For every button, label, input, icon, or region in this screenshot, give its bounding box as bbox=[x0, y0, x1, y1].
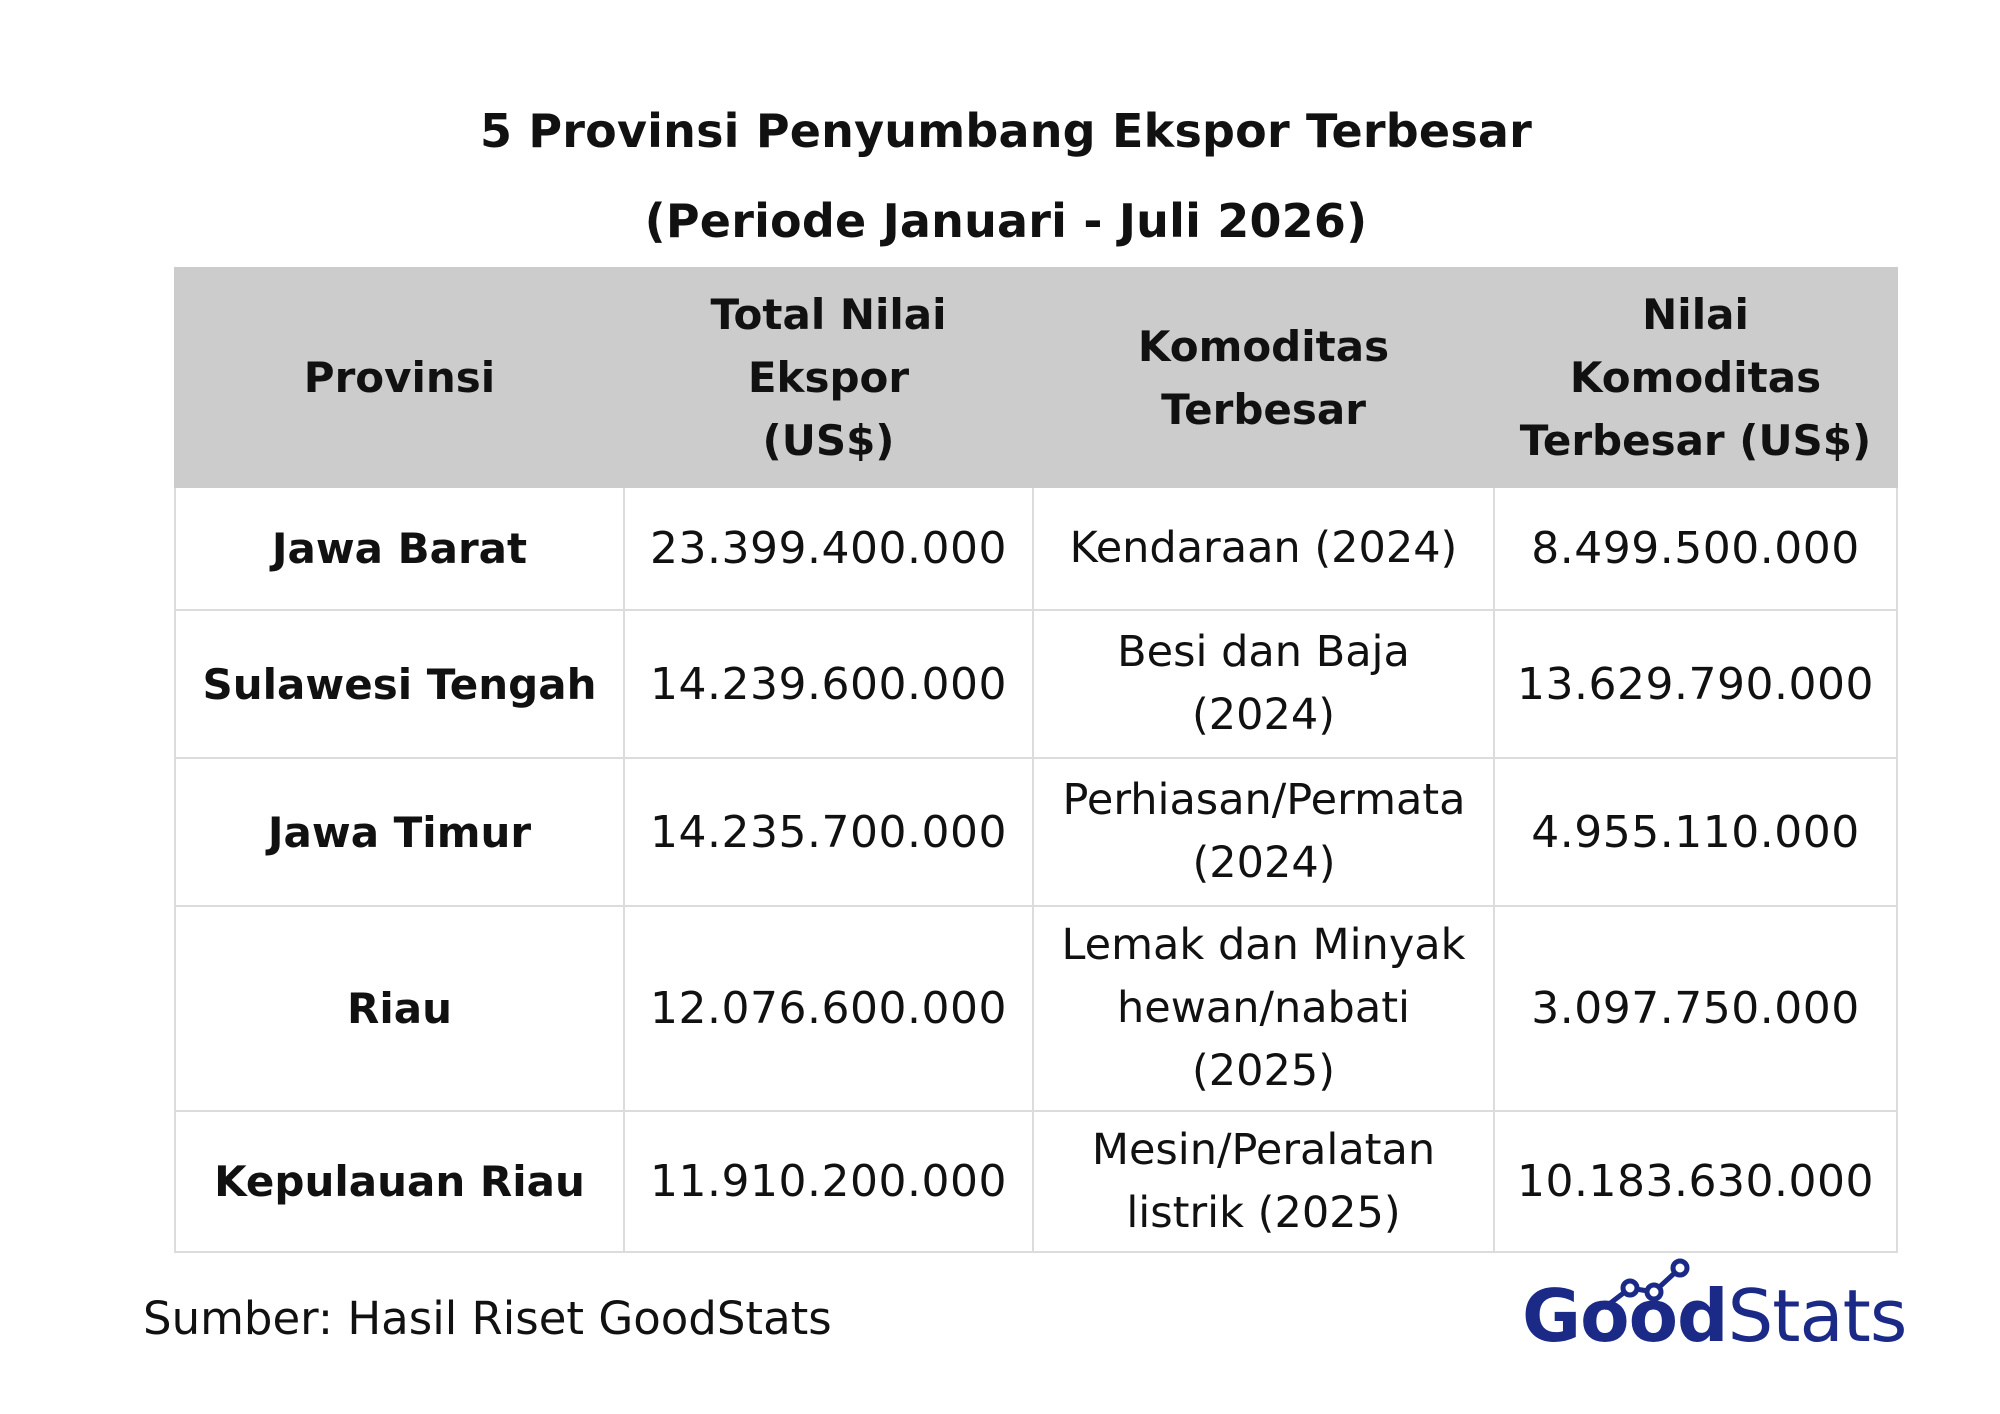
province-cell: Jawa Timur bbox=[174, 757, 625, 907]
total-export-cell: 23.399.400.000 bbox=[623, 486, 1034, 611]
table-row: Jawa Barat 23.399.400.000 Kendaraan (202… bbox=[174, 486, 1898, 611]
table-row: Riau 12.076.600.000 Lemak dan Minyak hew… bbox=[174, 905, 1898, 1112]
page-title: 5 Provinsi Penyumbang Ekspor Terbesar bbox=[479, 104, 1533, 158]
header-komoditas-terbesar-label: Komoditas Terbesar bbox=[1137, 321, 1390, 434]
commodity-cell: Mesin/Peralatan listrik (2025) bbox=[1032, 1110, 1495, 1253]
header-nilai-komoditas-terbesar: Nilai Komoditas Terbesar (US$) bbox=[1493, 267, 1898, 488]
table-row: Jawa Timur 14.235.700.000 Perhiasan/Perm… bbox=[174, 757, 1898, 907]
source-note: Sumber: Hasil Riset GoodStats bbox=[143, 1292, 832, 1345]
province-cell: Riau bbox=[174, 905, 625, 1112]
page-subtitle: (Periode Januari - Juli 2026) bbox=[644, 194, 1368, 248]
logo-good: Good bbox=[1522, 1274, 1729, 1358]
commodity-value-cell: 3.097.750.000 bbox=[1493, 905, 1898, 1112]
commodity-value-cell: 10.183.630.000 bbox=[1493, 1110, 1898, 1253]
header-nilai-komoditas-terbesar-label: Nilai Komoditas Terbesar (US$) bbox=[1519, 290, 1872, 465]
table-row: Sulawesi Tengah 14.239.600.000 Besi dan … bbox=[174, 609, 1898, 759]
goodstats-logo: GoodStats bbox=[1522, 1252, 1907, 1362]
total-export-cell: 14.239.600.000 bbox=[623, 609, 1034, 759]
total-export-cell: 12.076.600.000 bbox=[623, 905, 1034, 1112]
table-row: Kepulauan Riau 11.910.200.000 Mesin/Pera… bbox=[174, 1110, 1898, 1253]
province-cell: Kepulauan Riau bbox=[174, 1110, 625, 1253]
province-cell: Sulawesi Tengah bbox=[174, 609, 625, 759]
header-komoditas-terbesar: Komoditas Terbesar bbox=[1032, 267, 1495, 488]
trend-line-icon bbox=[1602, 1258, 1690, 1310]
commodity-value-cell: 13.629.790.000 bbox=[1493, 609, 1898, 759]
header-provinsi: Provinsi bbox=[174, 267, 625, 488]
logo-stats: Stats bbox=[1727, 1274, 1908, 1358]
header-total-nilai-ekspor: Total Nilai Ekspor (US$) bbox=[623, 267, 1034, 488]
commodity-label: Perhiasan/Permata (2024) bbox=[1062, 775, 1466, 888]
commodity-cell: Besi dan Baja (2024) bbox=[1032, 609, 1495, 759]
commodity-cell: Kendaraan (2024) bbox=[1032, 486, 1495, 611]
commodity-label: Lemak dan Minyak hewan/nabati (2025) bbox=[1061, 920, 1466, 1096]
header-total-nilai-ekspor-label: Total Nilai Ekspor (US$) bbox=[710, 290, 947, 465]
logo-wordmark: GoodStats bbox=[1522, 1274, 1908, 1358]
total-export-cell: 11.910.200.000 bbox=[623, 1110, 1034, 1253]
commodity-label: Mesin/Peralatan listrik (2025) bbox=[1091, 1124, 1436, 1238]
export-table: Provinsi Total Nilai Ekspor (US$) Komodi… bbox=[174, 267, 1898, 1253]
commodity-value-cell: 8.499.500.000 bbox=[1493, 486, 1898, 611]
commodity-label: Besi dan Baja (2024) bbox=[1117, 627, 1410, 740]
province-cell: Jawa Barat bbox=[174, 486, 625, 611]
commodity-value-cell: 4.955.110.000 bbox=[1493, 757, 1898, 907]
total-export-cell: 14.235.700.000 bbox=[623, 757, 1034, 907]
commodity-cell: Lemak dan Minyak hewan/nabati (2025) bbox=[1032, 905, 1495, 1112]
table-header-row: Provinsi Total Nilai Ekspor (US$) Komodi… bbox=[174, 267, 1898, 488]
commodity-cell: Perhiasan/Permata (2024) bbox=[1032, 757, 1495, 907]
